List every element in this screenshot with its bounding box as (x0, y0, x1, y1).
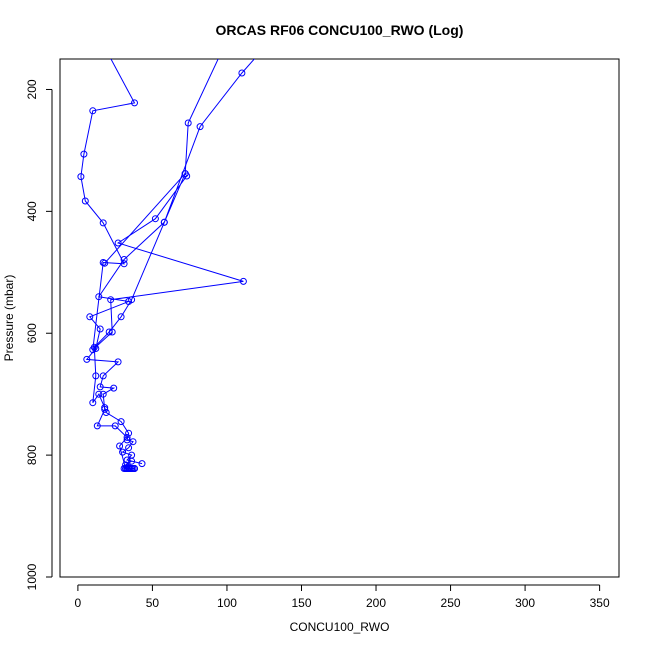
y-axis: 200 400 600 800 1000 (25, 79, 53, 590)
data-point (184, 119, 192, 127)
data-point (81, 197, 89, 205)
data-point (117, 418, 125, 426)
data-point (89, 107, 97, 115)
data-point (116, 442, 124, 450)
data-point (95, 390, 103, 398)
x-tick-label: 0 (75, 596, 82, 610)
series-layer (77, 50, 263, 472)
data-point (151, 215, 159, 223)
data-point (96, 325, 104, 333)
data-point (89, 399, 97, 407)
data-point (101, 405, 109, 413)
data-point (119, 448, 127, 456)
data-point (138, 460, 146, 468)
data-point (105, 328, 113, 336)
y-tick-label: 200 (25, 79, 39, 99)
data-point (108, 328, 116, 336)
x-tick-label: 300 (515, 596, 535, 610)
data-point (160, 218, 168, 226)
data-point (126, 465, 134, 472)
data-point (105, 50, 111, 56)
data-point (99, 390, 107, 398)
data-point (181, 170, 189, 178)
data-point (131, 99, 138, 107)
y-tick-label: 1000 (25, 563, 39, 590)
data-point (86, 313, 94, 321)
y-tick-label: 400 (25, 201, 39, 221)
data-point (239, 277, 247, 285)
data-point (122, 465, 130, 472)
data-point (89, 346, 97, 354)
y-axis-label: Pressure (mbar) (2, 275, 16, 362)
y-tick-label: 800 (25, 445, 39, 465)
data-point (77, 173, 85, 181)
data-point (95, 293, 103, 301)
data-point (107, 296, 115, 304)
x-tick-label: 200 (366, 596, 386, 610)
data-point (111, 422, 119, 430)
data-point (131, 465, 138, 472)
data-point (129, 438, 137, 446)
data-point (110, 384, 118, 392)
x-tick-label: 100 (217, 596, 237, 610)
data-point (99, 219, 107, 227)
data-point (218, 50, 224, 56)
chart-title: ORCAS RF06 CONCU100_RWO (Log) (216, 22, 464, 38)
data-point (123, 456, 131, 464)
data-point (120, 260, 128, 268)
data-point (125, 444, 133, 452)
data-point (99, 372, 107, 380)
series-group (77, 50, 263, 472)
data-point (238, 69, 246, 77)
data-point (125, 298, 133, 305)
series-line (104, 59, 219, 264)
data-point (128, 457, 136, 465)
data-point (123, 433, 131, 441)
data-point (120, 256, 128, 263)
x-tick-label: 50 (146, 596, 160, 610)
x-axis: 0 50 100 150 200 250 300 350 (75, 584, 610, 610)
plot-frame (59, 58, 620, 578)
x-tick-label: 350 (590, 596, 610, 610)
x-tick-label: 250 (441, 596, 461, 610)
data-point (114, 239, 122, 247)
data-point (83, 355, 91, 363)
data-point (80, 150, 88, 158)
data-point (117, 313, 125, 321)
data-point (196, 123, 204, 131)
data-point (114, 358, 122, 366)
x-axis-label: CONCU100_RWO (290, 620, 390, 634)
data-point (257, 50, 263, 56)
data-point (101, 259, 109, 267)
x-tick-label: 150 (291, 596, 311, 610)
y-tick-label: 600 (25, 323, 39, 343)
data-point (92, 372, 100, 380)
data-point (93, 422, 101, 430)
data-point (96, 383, 104, 391)
data-point (125, 429, 133, 437)
